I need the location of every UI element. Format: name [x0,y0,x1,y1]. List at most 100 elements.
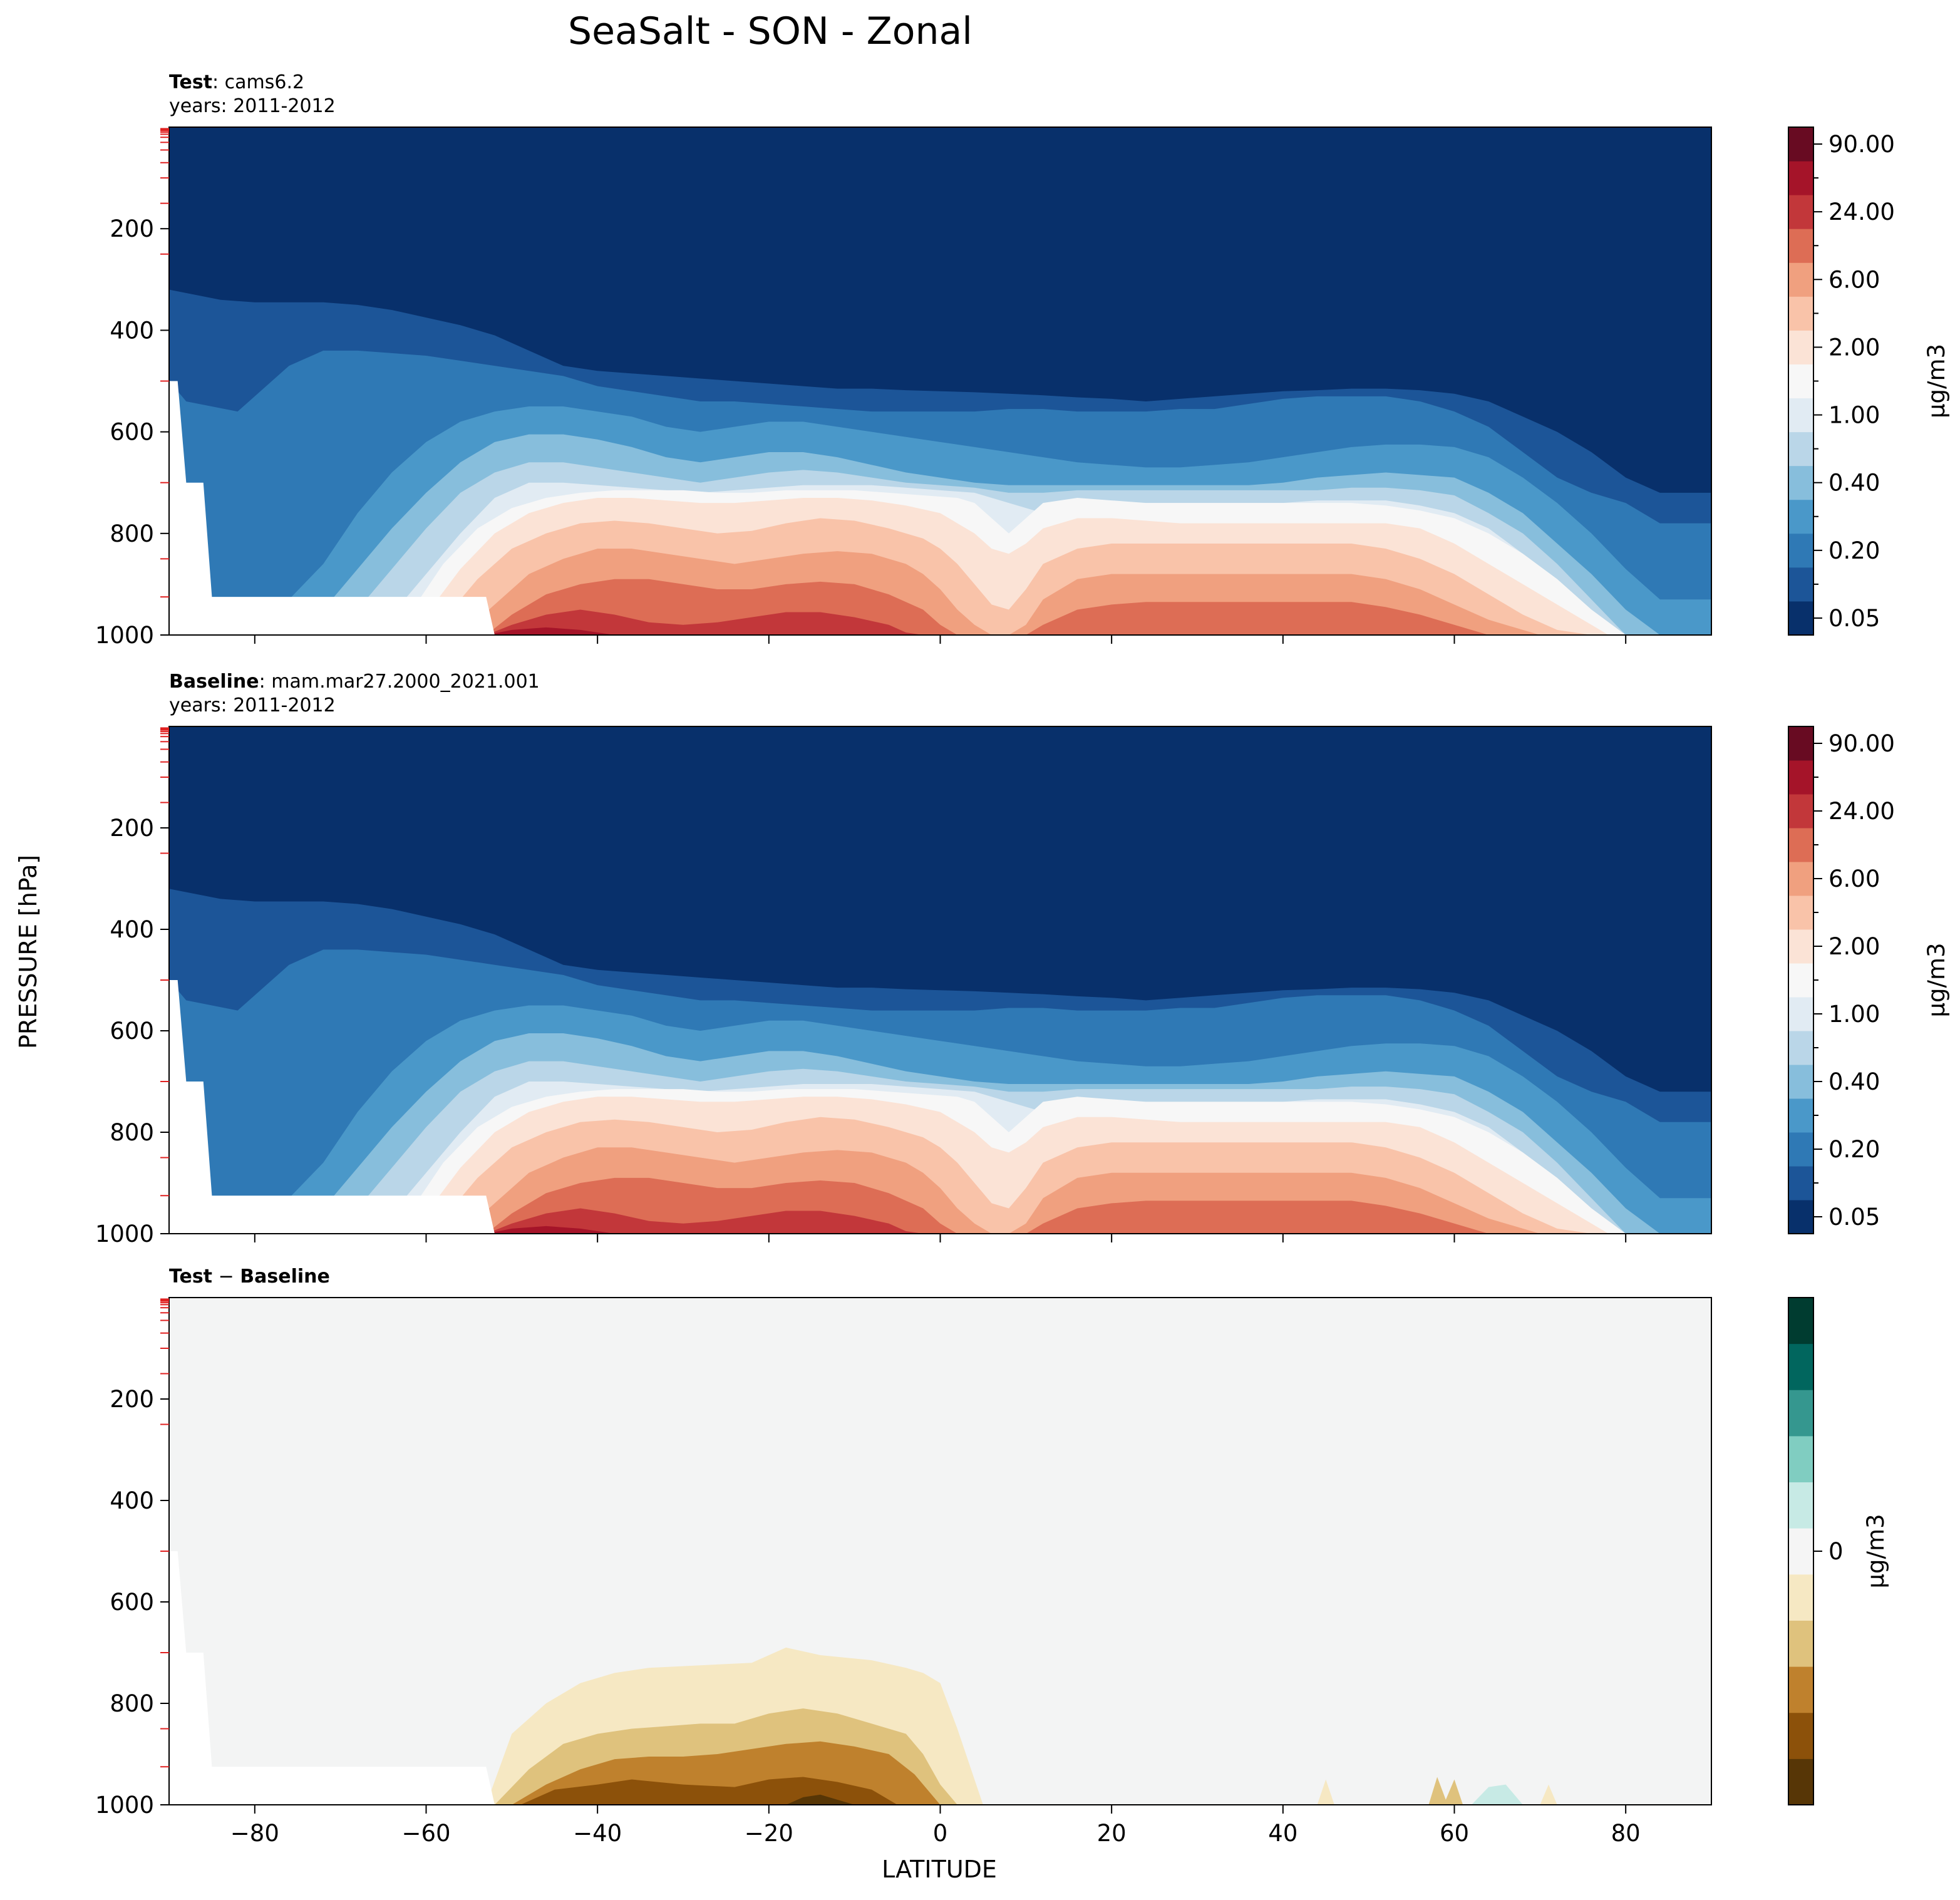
y-tick-label: 600 [110,1018,154,1045]
colorbar-swatch [1788,828,1813,862]
figure-title: SeaSalt - SON - Zonal [568,9,972,53]
colorbar-swatch [1788,398,1813,433]
colorbar-swatch [1788,330,1813,364]
missing-data-region [169,1551,495,1805]
panel-years: years: 2011-2012 [169,694,336,716]
colorbar-swatch [1788,1132,1813,1167]
colorbar-tick-label: 0.05 [1828,1204,1880,1231]
colorbar-label: μg/m3 [1923,942,1950,1017]
missing-data-region [169,381,495,635]
colorbar-tick-label: 0.20 [1828,537,1880,564]
colorbar-tick-label: 0.40 [1828,470,1880,497]
y-tick-label: 600 [110,1589,154,1616]
colorbar-tick-label: 0.40 [1828,1068,1880,1095]
y-tick-label: 400 [110,317,154,344]
colorbar-swatch [1788,1574,1813,1621]
colorbar-swatch [1788,1390,1813,1437]
colorbar-swatch [1788,431,1813,467]
colorbar-diff: 0 μg/m3 [1788,1297,1889,1805]
panel-years: years: 2011-2012 [169,95,336,117]
colorbar-swatch [1788,760,1813,795]
panel-label: Baseline: mam.mar27.2000_2021.001 [169,671,540,693]
x-tick-label: −60 [401,1820,450,1847]
colorbar-baseline: 0.05 0.20 0.40 1.00 2.00 6.00 24.00 90.00 μg/m3 [1788,726,1950,1234]
colorbar-swatch [1788,1065,1813,1099]
colorbar-swatch [1788,499,1813,534]
colorbar-swatch [1788,794,1813,829]
colorbar-tick-label: 1.00 [1828,402,1880,429]
colorbar-swatch [1788,1620,1813,1667]
contour-level-24 [486,609,941,635]
colorbar-swatch [1788,1098,1813,1133]
colorbar-tick-label: 1.00 [1828,1001,1880,1028]
x-tick-label: −80 [230,1820,279,1847]
y-tick-label: 200 [110,1386,154,1413]
y-tick-label: 1000 [95,622,154,649]
y-tick-label: 400 [110,1487,154,1514]
x-tick-label: 40 [1268,1820,1297,1847]
x-tick-label: 80 [1611,1820,1641,1847]
colorbar-tick-label: 0.05 [1828,605,1880,632]
panel-label-name: : cams6.2 [212,71,304,93]
colorbar-swatch [1788,533,1813,568]
colorbar-swatch [1788,262,1813,297]
colorbar-swatch [1788,1758,1813,1805]
colorbar-swatch [1788,1200,1813,1234]
colorbar-swatch [1788,1343,1813,1390]
panel-label-bold: Test [169,1266,212,1288]
panel-diff: 200 400 600 800 1000 −80 −60 −40 −20 0 20 40 60 80 Tes… [95,1266,1889,1847]
colorbar-tick-label: 2.00 [1828,334,1880,361]
colorbar-tick-label: 24.00 [1828,798,1895,825]
panel-baseline: 200 400 600 800 1000 Baseline: mam.mar27.2000… [95,671,1950,1247]
colorbar-swatch [1788,229,1813,263]
diff-level-5 [1540,1784,1557,1805]
colorbar-swatch [1788,1166,1813,1200]
colorbar-tick-label: 24.00 [1828,199,1895,225]
colorbar-swatch [1788,1666,1813,1713]
colorbar-swatch [1788,1712,1813,1759]
colorbar-swatch [1788,195,1813,229]
x-tick-label: 20 [1097,1820,1127,1847]
colorbar-swatch [1788,1298,1813,1345]
x-tick-label: 0 [933,1820,948,1847]
x-tick-label: −20 [745,1820,793,1847]
colorbar-swatch [1788,567,1813,602]
y-tick-label: 1000 [95,1221,154,1247]
contour-level-24 [486,1208,941,1234]
contour-level-45 [486,627,649,635]
x-tick-label: −40 [573,1820,622,1847]
diff-level-5 [1317,1779,1334,1805]
colorbar-swatch [1788,296,1813,331]
colorbar-swatch [1788,127,1813,162]
colorbar-tick-label: 6.00 [1828,266,1880,293]
plot-area-baseline [169,726,1711,1234]
panel-label-bold: Test [169,71,212,93]
colorbar-swatch [1788,161,1813,195]
x-tick-label: 60 [1440,1820,1469,1847]
plot-area-test [169,127,1711,635]
panel-label: Test: cams6.2 [169,71,304,93]
panel-label: Test − Baseline [169,1266,330,1288]
y-tick-label: 200 [110,215,154,242]
colorbar-tick-label: 2.00 [1828,933,1880,960]
colorbar-tick-label: 90.00 [1828,730,1895,757]
y-tick-label: 400 [110,916,154,943]
y-tick-label: 200 [110,815,154,842]
contour-level-45 [486,1226,649,1234]
y-tick-label: 800 [110,1690,154,1717]
y-tick-label: 800 [110,520,154,547]
x-axis-label: LATITUDE [882,1856,997,1883]
colorbar-tick-label: 0 [1828,1538,1844,1565]
colorbar-swatch [1788,364,1813,399]
colorbar-tick-label: 6.00 [1828,865,1880,892]
colorbar-tick-label: 90.00 [1828,131,1895,158]
colorbar-swatch [1788,862,1813,896]
colorbar-test: 0.05 0.20 0.40 1.00 2.00 6.00 24.00 90.00 μg/m3 [1788,126,1950,636]
colorbar-label: μg/m3 [1862,1514,1889,1588]
colorbar-swatch [1788,601,1813,636]
colorbar-swatch [1788,1482,1813,1529]
diff-level-pos-1 [1471,1784,1523,1805]
colorbar-swatch [1788,465,1813,500]
y-tick-label: 1000 [95,1792,154,1819]
